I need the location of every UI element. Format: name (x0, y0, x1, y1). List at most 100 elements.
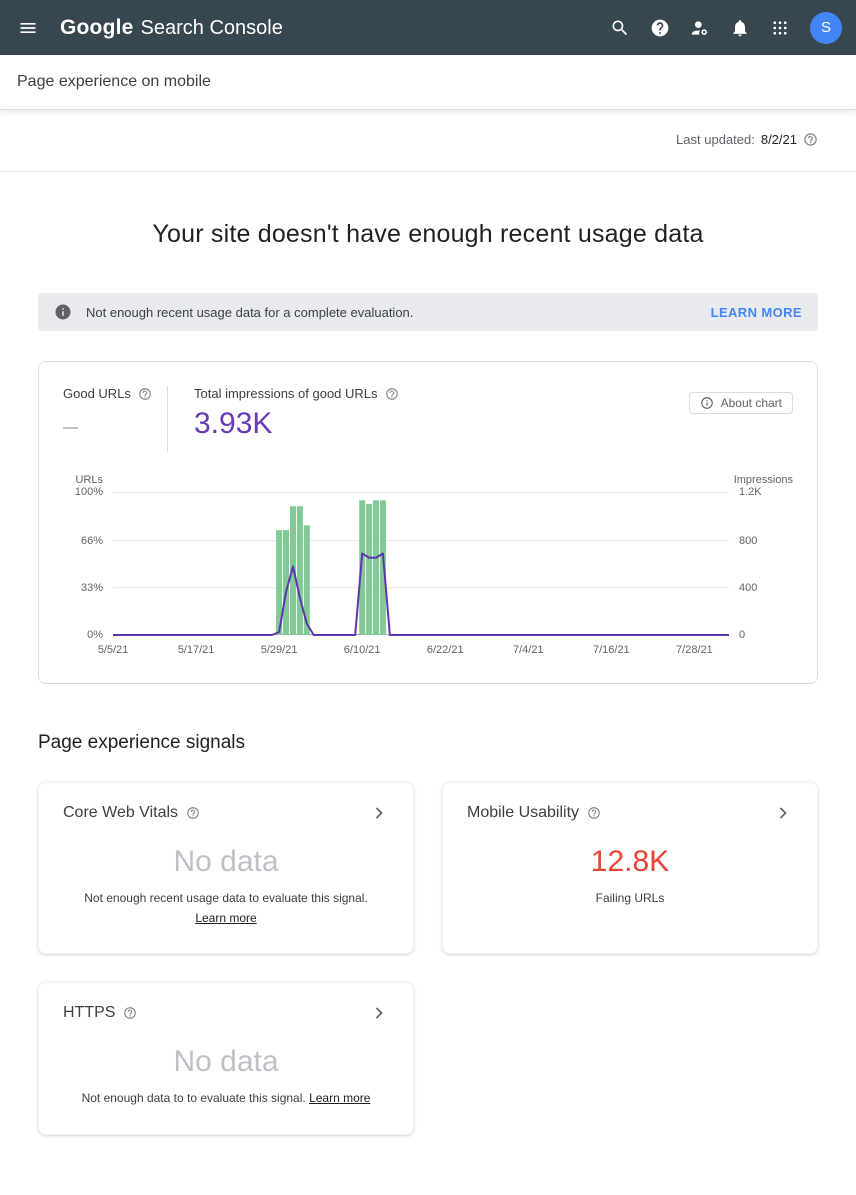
menu-button[interactable] (8, 8, 48, 48)
avatar-letter: S (820, 19, 831, 36)
last-updated-row: Last updated: 8/2/21 (0, 110, 856, 172)
info-banner: Not enough recent usage data for a compl… (38, 293, 818, 331)
product-logo-text: Search Console (140, 16, 283, 39)
last-updated-label: Last updated: (676, 132, 755, 147)
y-tick-label: 400 (739, 581, 758, 594)
x-tick-label: 5/17/21 (177, 644, 215, 656)
x-tick-label: 6/22/21 (426, 644, 464, 656)
axis-title: Impressions (733, 474, 793, 486)
card-title: Mobile Usability (467, 804, 580, 821)
good-urls-metric: Good URLs — (63, 386, 167, 436)
impressions-bar (359, 500, 366, 635)
notifications-button[interactable] (720, 8, 760, 48)
appbar-actions: S (600, 8, 842, 48)
manage-accounts-icon (691, 20, 708, 35)
impressions-bar (296, 506, 303, 635)
y-axis-right: Impressions 1.2K 800 400 0 (729, 474, 793, 665)
banner-message: Not enough recent usage data for a compl… (86, 304, 414, 320)
x-tick-label: 5/29/21 (260, 644, 298, 656)
x-axis: 5/5/21 5/17/21 5/29/21 6/10/21 6/22/21 7/4/21… (98, 635, 729, 665)
help-button[interactable] (640, 8, 680, 48)
impressions-bar (373, 500, 379, 635)
signals-heading: Page experience signals (38, 732, 246, 753)
bell-icon (733, 19, 747, 36)
time-series-chart: URLs 100% 66% 33% 0% 5/5/21 5/17/21 5/29/21 6/1… (63, 474, 793, 665)
page-subheader: Page experience on mobile (0, 55, 856, 110)
signal-cards: Core Web Vitals No data Not enough recen… (38, 782, 818, 1187)
chevron-right-icon[interactable] (369, 803, 389, 823)
y-tick-label: 0 (739, 629, 746, 641)
plot-wrap: 5/5/21 5/17/21 5/29/21 6/10/21 6/22/21 7/4/21… (98, 474, 729, 665)
card-value: No data (173, 1045, 279, 1079)
chevron-right-icon[interactable] (773, 803, 793, 823)
y-tick-label: 100% (74, 486, 103, 498)
last-updated-value: 8/2/21 (760, 132, 797, 147)
about-chart-button[interactable]: About chart (688, 392, 793, 414)
good-urls-line (113, 552, 729, 636)
help-icon (651, 19, 669, 36)
x-tick-label: 7/16/21 (592, 644, 630, 656)
card-description: Not enough recent usage data to evaluate… (63, 889, 389, 927)
impressions-bar (276, 530, 283, 635)
help-outline-icon[interactable] (186, 806, 200, 820)
help-outline-icon[interactable] (123, 1006, 137, 1020)
impressions-bar (283, 530, 289, 635)
card-description: Not enough data to to evaluate this sign… (63, 1089, 389, 1108)
account-avatar[interactable]: S (810, 11, 842, 44)
x-tick-label: 5/5/21 (97, 644, 129, 656)
page-headline: Your site doesn't have enough recent usa… (152, 220, 704, 248)
card-description-text: Not enough recent usage data to evaluate… (84, 891, 368, 905)
chart-plot (113, 492, 729, 636)
impressions-value: 3.93K (194, 407, 273, 440)
card-description-text: Failing URLs (595, 891, 665, 905)
impressions-bar (379, 500, 386, 635)
good-urls-label: Good URLs (63, 386, 131, 401)
search-button[interactable] (600, 8, 640, 48)
card-value: 12.8K (590, 845, 670, 878)
card-description: Failing URLs (467, 889, 793, 908)
hamburger-icon (20, 22, 36, 33)
card-value: No data (173, 845, 279, 878)
signal-card-core-web-vitals[interactable]: Core Web Vitals No data Not enough recen… (38, 782, 414, 955)
info-icon (55, 304, 71, 320)
help-outline-icon[interactable] (385, 387, 399, 401)
manage-accounts-button[interactable] (680, 8, 720, 48)
axis-title: URLs (75, 474, 103, 486)
impressions-metric: Total impressions of good URLs 3.93K (194, 386, 399, 441)
y-tick-label: 33% (80, 581, 103, 594)
signal-card-mobile-usability[interactable]: Mobile Usability 12.8K Failing URLs (442, 782, 818, 955)
y-tick-label: 0% (87, 629, 103, 641)
page-title: Page experience on mobile (17, 73, 211, 90)
help-outline-icon[interactable] (587, 806, 601, 820)
card-title: HTTPS (63, 1004, 116, 1022)
vertical-divider (167, 386, 168, 452)
y-tick-label: 800 (739, 534, 758, 547)
info-outline-icon (700, 397, 713, 409)
y-tick-label: 66% (80, 534, 103, 547)
help-outline-icon[interactable] (138, 387, 152, 401)
learn-more-link[interactable]: LEARN MORE (710, 304, 802, 320)
apps-grid-button[interactable] (760, 8, 800, 48)
card-description-text: Not enough data to to evaluate this sign… (81, 1091, 306, 1106)
signal-card-https[interactable]: HTTPS No data Not enough data to to eval… (38, 982, 414, 1135)
search-icon (612, 20, 628, 35)
chart-card-header: Good URLs — Total impressions of good UR… (63, 386, 793, 452)
chart-card: Good URLs — Total impressions of good UR… (38, 361, 818, 684)
impressions-bar (366, 503, 373, 635)
app-logo[interactable]: Google Search Console (60, 16, 283, 40)
app-header: Google Search Console S (0, 0, 856, 55)
learn-more-link[interactable]: Learn more (195, 910, 257, 925)
x-tick-label: 6/10/21 (343, 644, 381, 656)
y-axis-left: URLs 100% 66% 33% 0% (63, 474, 113, 665)
card-title: Core Web Vitals (63, 804, 179, 821)
impressions-bar (303, 525, 310, 635)
impressions-label: Total impressions of good URLs (194, 386, 378, 401)
help-outline-icon[interactable] (803, 132, 818, 147)
y-tick-label: 1.2K (739, 486, 762, 498)
chevron-right-icon[interactable] (369, 1003, 389, 1023)
good-urls-value: — (63, 419, 78, 436)
about-chart-label: About chart (720, 396, 782, 410)
x-tick-label: 7/4/21 (512, 644, 544, 656)
learn-more-link[interactable]: Learn more (309, 1091, 371, 1106)
